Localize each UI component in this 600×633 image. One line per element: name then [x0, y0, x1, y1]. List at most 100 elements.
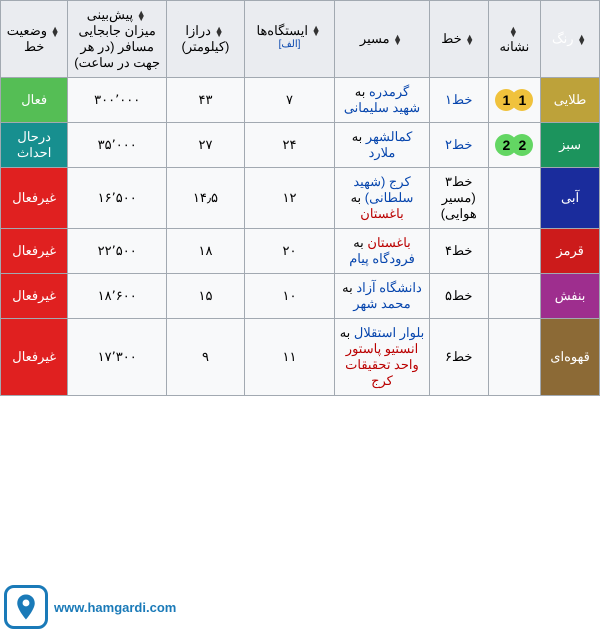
watermark-text: www.hamgardi.com — [54, 600, 176, 615]
status-cell: غیرفعال — [1, 229, 68, 274]
header-route[interactable]: مسیر — [335, 1, 430, 78]
header-label: ایستگاه‌ها — [256, 23, 311, 38]
header-status[interactable]: وضعیت خط — [1, 1, 68, 78]
header-label: پیش‌بینی میزان جابجایی مسافر (در هر جهت … — [74, 7, 160, 70]
table-row: آبی خط۳ (مسیر هوایی)کرج (شهید سلطانی) به … — [1, 168, 600, 229]
stations-cell: ۲۴ — [244, 123, 334, 168]
route-cell: دانشگاه آزاد به محمد شهر — [335, 274, 430, 319]
watermark: www.hamgardi.com — [4, 585, 176, 629]
status-cell: غیرفعال — [1, 274, 68, 319]
route-link[interactable]: بلوار استقلال — [354, 325, 424, 340]
line-cell: خط۳ (مسیر هوایی) — [429, 168, 488, 229]
route-link[interactable]: ملارد — [369, 145, 396, 160]
metro-lines-table: رنگ نشانه خط مسیر ایستگاه‌ها [الف] درازا… — [0, 0, 600, 396]
status-cell: غیرفعال — [1, 319, 68, 396]
color-cell: بنفش — [541, 274, 600, 319]
table-row: طلایی11 خط۱ گرمدره به شهید سلیمانی۷۴۳۳۰۰٬۰… — [1, 78, 600, 123]
badge-cell — [488, 168, 541, 229]
route-link[interactable]: باغستان — [360, 206, 403, 221]
status-cell: غیرفعال — [1, 168, 68, 229]
header-row: رنگ نشانه خط مسیر ایستگاه‌ها [الف] درازا… — [1, 1, 600, 78]
header-length[interactable]: درازا (کیلومتر) — [167, 1, 245, 78]
route-cell: باغستان به فرودگاه پیام — [335, 229, 430, 274]
badge-cell: 22 — [488, 123, 541, 168]
header-stations[interactable]: ایستگاه‌ها [الف] — [244, 1, 334, 78]
sort-icon — [577, 35, 586, 45]
color-cell: سبز — [541, 123, 600, 168]
status-cell: فعال — [1, 78, 68, 123]
header-label: نشانه — [500, 39, 530, 54]
route-cell: کرج (شهید سلطانی) به باغستان — [335, 168, 430, 229]
route-link[interactable]: شهید سلیمانی — [344, 100, 420, 115]
line-badge-icon: 2 — [511, 134, 533, 156]
length-cell: ۱۵ — [167, 274, 245, 319]
route-link[interactable]: کمالشهر — [366, 129, 412, 144]
table-row: قرمز خط۴باغستان به فرودگاه پیام۲۰۱۸۲۲٬۵۰۰… — [1, 229, 600, 274]
sort-icon — [509, 27, 518, 37]
route-link[interactable]: باغستان — [367, 235, 410, 250]
stations-cell: ۱۱ — [244, 319, 334, 396]
route-link[interactable]: کرج (شهید سلطانی) — [353, 174, 413, 205]
header-line[interactable]: خط — [429, 1, 488, 78]
badge-cell — [488, 319, 541, 396]
length-cell: ۲۷ — [167, 123, 245, 168]
stations-cell: ۱۰ — [244, 274, 334, 319]
table-body: طلایی11 خط۱ گرمدره به شهید سلیمانی۷۴۳۳۰۰٬۰… — [1, 78, 600, 396]
header-label: رنگ — [552, 31, 577, 46]
line-cell: خط۶ — [429, 319, 488, 396]
header-capacity[interactable]: پیش‌بینی میزان جابجایی مسافر (در هر جهت … — [68, 1, 167, 78]
route-link[interactable]: فرودگاه پیام — [349, 251, 415, 266]
header-label: خط — [441, 31, 465, 46]
color-cell: قهوه‌ای — [541, 319, 600, 396]
header-color[interactable]: رنگ — [541, 1, 600, 78]
table-row: بنفش خط۵دانشگاه آزاد به محمد شهر۱۰۱۵۱۸٬۶۰… — [1, 274, 600, 319]
status-cell: درحال احداث — [1, 123, 68, 168]
sort-icon — [137, 11, 146, 21]
sort-icon — [465, 35, 474, 45]
length-cell: ۴۳ — [167, 78, 245, 123]
capacity-cell: ۳۵٬۰۰۰ — [68, 123, 167, 168]
capacity-cell: ۱۷٬۳۰۰ — [68, 319, 167, 396]
route-link[interactable]: دانشگاه آزاد — [356, 280, 421, 295]
line-link[interactable]: خط۱ — [445, 92, 472, 107]
sort-icon — [51, 27, 60, 37]
color-cell: طلایی — [541, 78, 600, 123]
line-cell: خط۲ — [429, 123, 488, 168]
sort-icon — [215, 27, 224, 37]
color-cell: قرمز — [541, 229, 600, 274]
stations-cell: ۷ — [244, 78, 334, 123]
stations-cell: ۱۲ — [244, 168, 334, 229]
capacity-cell: ۲۲٬۵۰۰ — [68, 229, 167, 274]
line-badge-icon: 1 — [511, 89, 533, 111]
route-link[interactable]: محمد شهر — [353, 296, 410, 311]
capacity-cell: ۱۸٬۶۰۰ — [68, 274, 167, 319]
line-cell: خط۱ — [429, 78, 488, 123]
capacity-cell: ۳۰۰٬۰۰۰ — [68, 78, 167, 123]
line-cell: خط۴ — [429, 229, 488, 274]
sort-icon — [312, 26, 321, 36]
line-link[interactable]: خط۲ — [445, 137, 472, 152]
header-label: مسیر — [360, 31, 393, 46]
route-cell: کمالشهر به ملارد — [335, 123, 430, 168]
line-cell: خط۵ — [429, 274, 488, 319]
stations-cell: ۲۰ — [244, 229, 334, 274]
watermark-logo-icon — [4, 585, 48, 629]
table-row: قهوه‌ای خط۶بلوار استقلال به انستیو پاستور… — [1, 319, 600, 396]
sort-icon — [393, 35, 402, 45]
route-link[interactable]: گرمدره — [369, 84, 409, 99]
color-cell: آبی — [541, 168, 600, 229]
route-cell: بلوار استقلال به انستیو پاستور واحد تحقی… — [335, 319, 430, 396]
table-row: سبز22 خط۲ کمالشهر به ملارد۲۴۲۷۳۵٬۰۰۰درحال … — [1, 123, 600, 168]
route-cell: گرمدره به شهید سلیمانی — [335, 78, 430, 123]
badge-cell — [488, 274, 541, 319]
length-cell: ۹ — [167, 319, 245, 396]
header-badge[interactable]: نشانه — [488, 1, 541, 78]
badge-cell: 11 — [488, 78, 541, 123]
badge-cell — [488, 229, 541, 274]
length-cell: ۱۴٫۵ — [167, 168, 245, 229]
length-cell: ۱۸ — [167, 229, 245, 274]
header-label: وضعیت خط — [7, 23, 51, 54]
capacity-cell: ۱۶٬۵۰۰ — [68, 168, 167, 229]
route-link[interactable]: انستیو پاستور واحد تحقیقات کرج — [345, 341, 419, 388]
header-footnote[interactable]: [الف] — [279, 39, 301, 50]
